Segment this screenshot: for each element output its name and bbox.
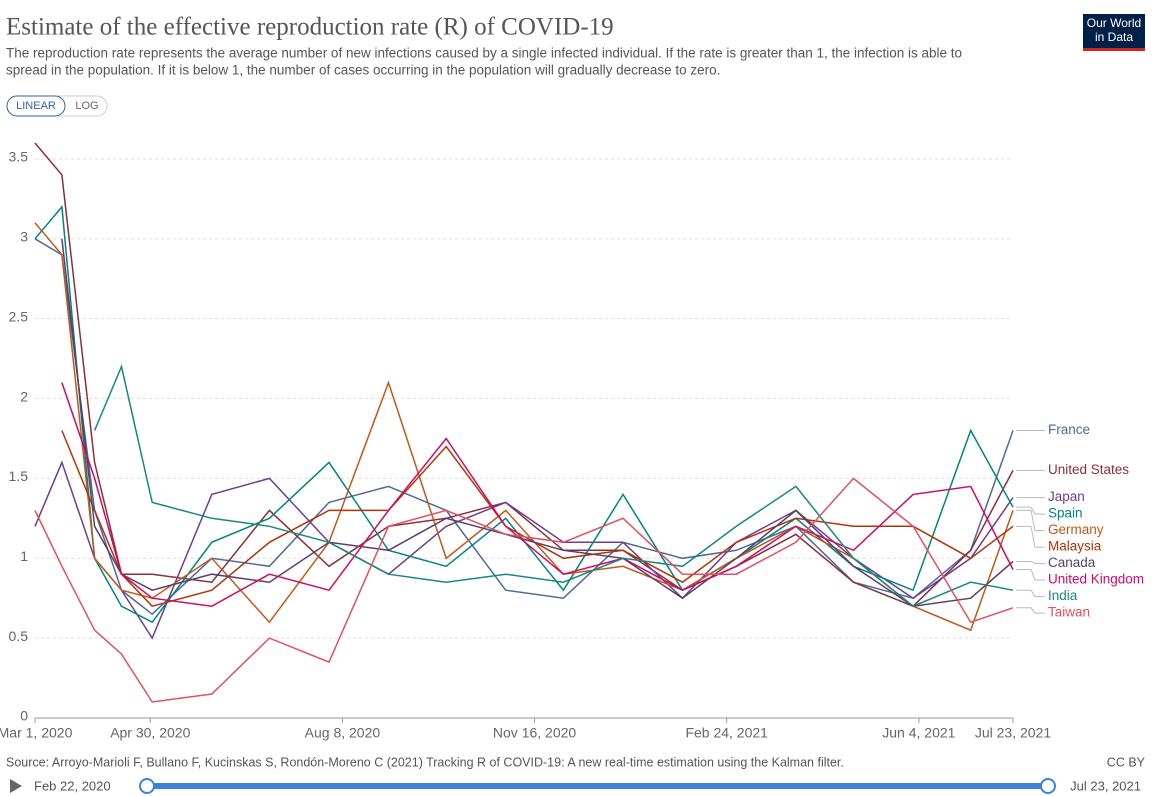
series-line [34,205,1014,624]
timeline-start: Feb 22, 2020 [34,778,111,793]
legend-label: France [1048,422,1090,437]
legend-label: Canada [1048,555,1096,570]
legend-label: Germany [1048,522,1104,537]
logo-text: Our World [1087,16,1141,30]
x-tick-label: Nov 16, 2020 [493,725,576,741]
source: Source: Arroyo-Marioli F, Bullano F, Kuc… [6,755,844,769]
label-leader [1016,607,1045,614]
linear-label[interactable]: LINEAR [16,100,56,112]
legend-label: United States [1048,462,1129,477]
x-tick-label: Jul 23, 2021 [975,725,1051,741]
y-tick-label: 0.5 [9,628,29,644]
y-tick-label: 2.5 [9,308,29,324]
x-tick-label: Jun 4, 2021 [882,725,955,741]
logo-box [1083,14,1145,51]
x-tick-label: Feb 24, 2021 [685,725,768,741]
y-tick-label: 3 [20,229,28,245]
license: CC BY [1107,755,1146,769]
series-line [34,238,1014,616]
label-leader [1016,509,1045,532]
logo: Our World in Data [1083,14,1145,51]
label-leader [1016,506,1045,515]
label-leader [1016,525,1045,548]
legend-label: United Kingdom [1048,572,1144,587]
legend-label: Taiwan [1048,605,1090,620]
x-tick-label: Apr 30, 2020 [110,725,190,741]
play-button[interactable] [10,779,22,793]
series-line [34,460,1014,640]
y-tick-label: 0 [20,708,28,724]
series-line [34,477,1014,703]
y-tick-label: 1.5 [9,468,29,484]
logo-text: in Data [1095,30,1133,44]
linear-button[interactable] [6,95,66,117]
label-leader [1016,589,1045,598]
legend-label: Spain [1048,506,1083,521]
timeline-end: Jul 23, 2021 [1070,778,1141,793]
series-line [34,222,1014,632]
timeline-handle[interactable] [139,778,155,794]
series-line [93,364,1014,608]
timeline-range [147,783,1048,789]
chart-title: Estimate of the effective reproduction r… [6,14,614,41]
y-tick-label: 1 [20,548,28,564]
logo-stripe [1083,48,1145,51]
subtitle: spread in the population. If it is below… [6,63,720,78]
legend-label: Japan [1048,489,1085,504]
scale-toggle: LINEAR LOG [6,95,108,117]
label-leader [1016,568,1045,581]
x-tick-label: Aug 8, 2020 [305,725,381,741]
series-line [61,430,1014,608]
x-tick-label: Mar 1, 2020 [0,725,73,741]
series-line [61,382,1014,607]
y-tick-label: 3.5 [9,149,29,165]
timeline-handle[interactable] [1040,778,1056,794]
log-label[interactable]: LOG [75,100,98,112]
series-line [34,142,1014,608]
legend-label: Malaysia [1048,539,1102,554]
timeline: Feb 22, 2020 Jul 23, 2021 [10,778,1141,794]
y-tick-label: 2 [20,388,28,404]
label-leader [1016,560,1045,565]
legend-label: India [1048,588,1078,603]
subtitle: The reproduction rate represents the ave… [6,46,962,61]
